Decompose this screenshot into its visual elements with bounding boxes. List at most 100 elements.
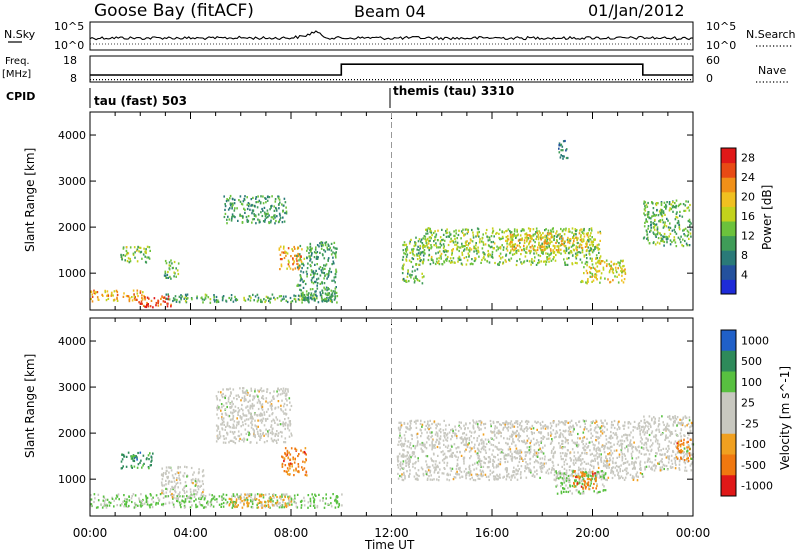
data-cell: [563, 249, 566, 252]
data-cell: [568, 246, 570, 249]
data-cell: [606, 263, 608, 266]
data-cell: [551, 236, 554, 239]
data-cell: [403, 434, 406, 437]
data-cell: [304, 296, 307, 299]
data-cell: [441, 239, 443, 242]
data-cell: [172, 297, 175, 300]
data-cell: [232, 504, 234, 507]
data-cell: [229, 418, 232, 421]
data-cell: [480, 261, 482, 264]
data-cell: [520, 428, 523, 431]
data-cell: [492, 431, 495, 434]
data-cell: [608, 271, 611, 274]
data-cell: [488, 478, 490, 482]
data-cell: [243, 391, 245, 394]
data-cell: [275, 209, 278, 212]
data-cell: [186, 494, 188, 498]
data-cell: [217, 390, 220, 394]
data-cell: [674, 202, 676, 205]
data-cell: [537, 431, 540, 434]
data-cell: [520, 249, 523, 252]
data-cell: [298, 453, 300, 456]
data-cell: [465, 228, 468, 231]
data-cell: [211, 498, 213, 501]
data-cell: [621, 455, 624, 458]
data-cell: [148, 297, 150, 300]
data-cell: [309, 500, 312, 503]
data-cell: [435, 441, 437, 444]
data-cell: [656, 228, 659, 231]
data-cell: [585, 269, 588, 272]
data-cell: [456, 459, 459, 462]
data-cell: [582, 437, 584, 440]
data-cell: [237, 434, 240, 438]
data-cell: [530, 263, 532, 266]
data-cell: [496, 465, 498, 468]
data-cell: [452, 478, 455, 481]
data-cell: [460, 436, 463, 439]
data-region-5: [223, 194, 288, 225]
data-cell: [656, 208, 658, 212]
data-cell: [233, 502, 235, 505]
data-cell: [675, 245, 678, 248]
data-cell: [316, 504, 319, 508]
data-cell: [238, 409, 241, 412]
data-cell: [582, 446, 584, 449]
data-cell: [161, 489, 163, 492]
data-cell: [529, 457, 532, 460]
data-cell: [526, 238, 528, 241]
data-cell: [148, 246, 151, 249]
data-cell: [282, 295, 285, 298]
data-cell: [233, 426, 235, 429]
data-cell: [594, 459, 596, 462]
data-cell: [535, 459, 537, 462]
data-cell: [485, 228, 488, 232]
data-cell: [587, 239, 589, 242]
data-cell: [440, 431, 442, 434]
data-cell: [513, 425, 516, 428]
data-cell: [591, 440, 593, 443]
data-cell: [409, 240, 411, 243]
data-cell: [536, 454, 539, 457]
data-cell: [165, 483, 167, 486]
data-cell: [547, 432, 549, 435]
data-cell: [176, 481, 179, 484]
data-cell: [576, 253, 579, 257]
data-cell: [583, 272, 585, 275]
data-cell: [529, 237, 532, 240]
data-cell: [334, 254, 337, 258]
data-cell: [528, 449, 530, 452]
cpid-panel: CPID tau (fast) 503 themis (tau) 3310: [6, 84, 514, 108]
data-cell: [464, 245, 466, 248]
data-cell: [173, 496, 175, 499]
data-cell: [587, 278, 589, 281]
data-cell: [224, 208, 226, 211]
data-cell: [552, 230, 555, 233]
data-cell: [575, 257, 578, 260]
data-cell: [281, 465, 284, 468]
data-cell: [469, 472, 471, 475]
data-cell: [599, 259, 601, 262]
data-cell: [433, 453, 435, 456]
data-cell: [257, 200, 259, 204]
data-cell: [663, 240, 666, 244]
data-cell: [233, 209, 236, 212]
data-cell: [320, 243, 323, 246]
data-cell: [537, 259, 540, 262]
data-cell: [424, 443, 426, 446]
data-cell: [196, 295, 198, 298]
data-cell: [589, 271, 592, 275]
data-cell: [459, 451, 461, 454]
data-cell: [293, 245, 295, 249]
data-cell: [458, 473, 461, 476]
data-cell: [272, 427, 274, 430]
data-cell: [502, 262, 504, 265]
data-cell: [221, 419, 224, 422]
data-cell: [477, 448, 480, 451]
data-cell: [591, 257, 593, 260]
data-cell: [535, 237, 537, 241]
data-cell: [325, 299, 327, 302]
data-region-2: [160, 465, 205, 500]
data-cell: [91, 295, 94, 298]
data-cell: [287, 495, 289, 498]
